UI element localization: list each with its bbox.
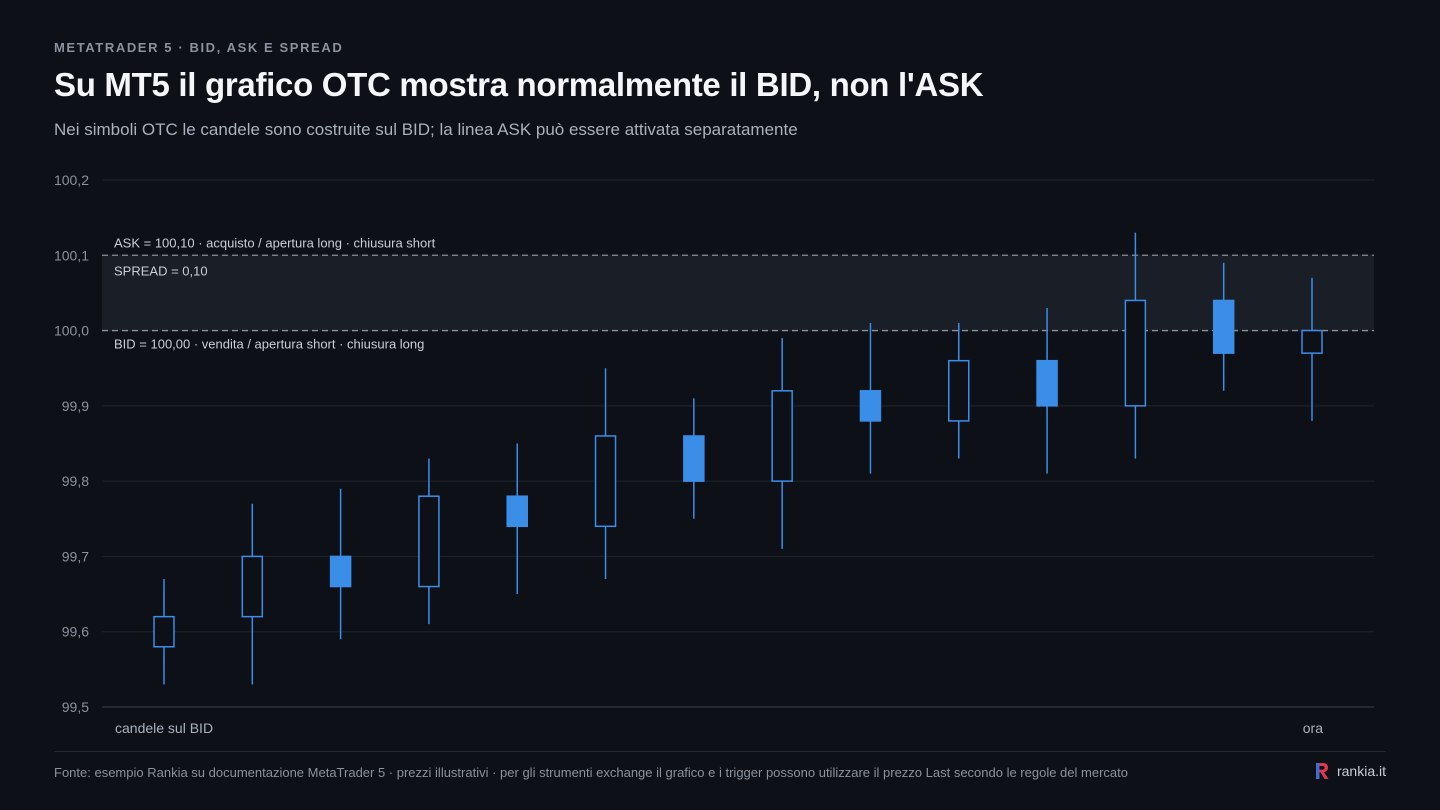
candle-body <box>153 615 175 648</box>
bid-label: BID = 100,00 · vendita / apertura short … <box>114 337 424 352</box>
brand[interactable]: rankia.it <box>1314 762 1386 780</box>
y-tick-label: 100,0 <box>54 323 89 339</box>
candle-body <box>418 495 440 588</box>
rankia-logo-icon <box>1315 763 1329 779</box>
candle-body <box>948 359 970 422</box>
x-axis: candele sul BID ora <box>115 720 1323 736</box>
candle <box>594 368 617 580</box>
footer-divider <box>54 751 1386 752</box>
candle <box>683 398 705 519</box>
x-end-label: ora <box>1303 720 1323 736</box>
candle <box>418 458 440 625</box>
y-axis: 99,5 99,6 99,7 99,8 99,9 100,0 100,1 100,2 <box>54 172 89 715</box>
candle-body <box>1124 299 1147 407</box>
candle <box>241 503 264 685</box>
source-note: Fonte: esempio Rankia su documentazione … <box>54 765 1128 780</box>
spread-band <box>102 255 1374 331</box>
eyebrow-label: METATRADER 5 · BID, ASK E SPREAD <box>54 40 344 55</box>
spread-label: SPREAD = 0,10 <box>114 263 208 278</box>
candle-body <box>241 555 264 618</box>
candle <box>506 443 528 595</box>
brand-label: rankia.it <box>1336 763 1386 779</box>
candles <box>153 232 1323 685</box>
page-title: Su MT5 il grafico OTC mostra normalmente… <box>54 66 984 103</box>
candle <box>329 488 352 640</box>
page-subtitle: Nei simboli OTC le candele sono costruit… <box>54 120 798 139</box>
candle <box>948 323 970 459</box>
candle <box>1036 307 1058 474</box>
candle <box>1301 277 1323 421</box>
candle <box>859 323 882 474</box>
candle-body <box>594 435 617 528</box>
candle-body <box>859 390 882 422</box>
candlestick-chart: 99,5 99,6 99,7 99,8 99,9 100,0 100,1 100,2 ASK … <box>54 172 1374 736</box>
candle <box>1124 232 1147 459</box>
ask-label: ASK = 100,10 · acquisto / apertura long … <box>114 235 436 250</box>
x-start-label: candele sul BID <box>115 720 213 736</box>
y-tick-label: 99,7 <box>62 548 89 564</box>
reference-lines: ASK = 100,10 · acquisto / apertura long … <box>102 235 1374 352</box>
y-tick-label: 100,2 <box>54 172 89 188</box>
candle-body <box>1212 299 1235 354</box>
y-tick-label: 100,1 <box>54 247 89 263</box>
candle-body <box>329 555 352 588</box>
candle <box>153 579 175 685</box>
candle <box>771 338 793 549</box>
candle-body <box>506 495 528 528</box>
candle-body <box>1036 359 1058 407</box>
y-tick-label: 99,9 <box>62 398 89 414</box>
y-tick-label: 99,8 <box>62 473 89 489</box>
y-tick-label: 99,5 <box>62 699 89 715</box>
y-tick-label: 99,6 <box>62 624 89 640</box>
candle <box>1212 262 1235 391</box>
candle-body <box>771 390 793 482</box>
candle-body <box>683 435 705 482</box>
candle-body <box>1301 329 1323 354</box>
